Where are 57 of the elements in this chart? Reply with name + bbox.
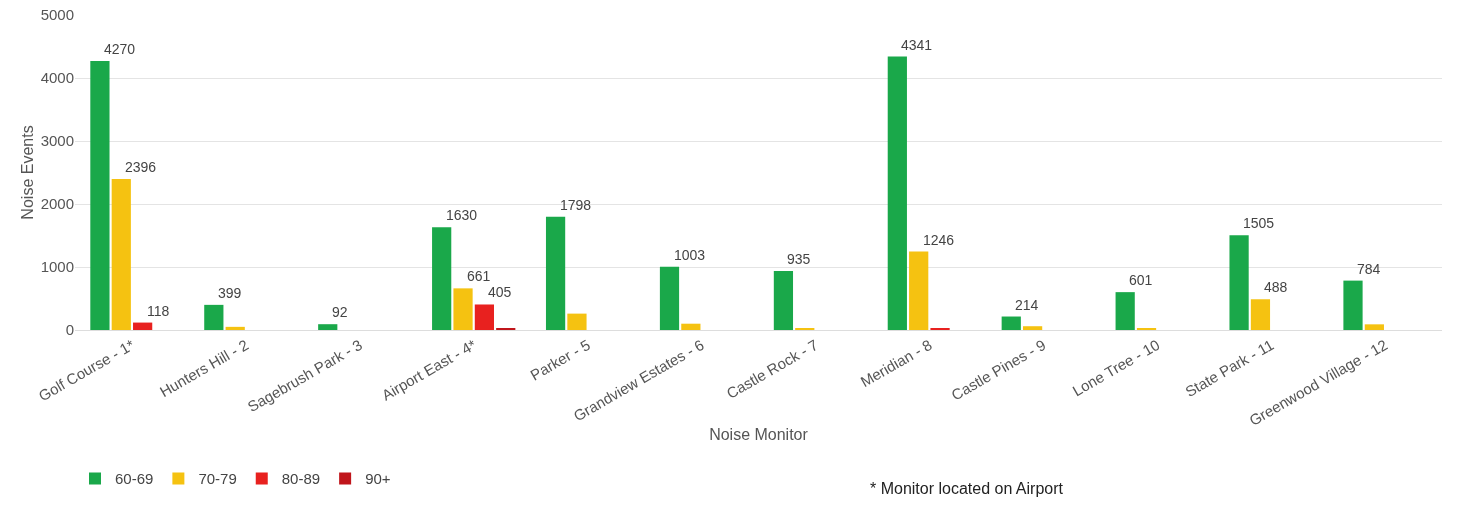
data-label: 1003: [674, 247, 706, 263]
data-label: 488: [1264, 279, 1288, 295]
y-axis-title: Noise Events: [19, 125, 36, 220]
bar: [90, 60, 110, 330]
data-label: 601: [1129, 272, 1153, 288]
x-axis-title: Noise Monitor: [709, 425, 809, 443]
y-tick-label: 2000: [40, 195, 74, 213]
bar: [432, 227, 452, 330]
data-label: 405: [488, 284, 512, 300]
data-label: 935: [787, 251, 811, 267]
data-label: 661: [467, 268, 491, 284]
data-label: 4270: [104, 41, 136, 57]
bar: [773, 271, 794, 330]
bar: [111, 179, 131, 330]
bar: [133, 322, 153, 330]
legend-label: 60-69: [115, 470, 154, 488]
bar: [659, 266, 680, 330]
y-tick-label: 4000: [40, 69, 74, 87]
bar: [545, 216, 566, 330]
bar: [204, 304, 224, 330]
text: * Monitor located on Airport: [870, 480, 1064, 497]
legend-label: 80-89: [281, 470, 321, 488]
bar: [1250, 299, 1271, 330]
bar: [453, 288, 473, 330]
bar: [1364, 324, 1384, 330]
data-label: 214: [1015, 297, 1039, 313]
bar: [681, 323, 701, 330]
bar: [887, 56, 907, 330]
data-label: 1798: [560, 197, 592, 213]
y-tick-label: 5000: [40, 6, 74, 24]
bar: [474, 304, 494, 330]
data-label: 92: [332, 304, 348, 320]
bar: [225, 326, 245, 330]
data-label: 1246: [923, 232, 955, 248]
data-label: 1505: [1243, 215, 1275, 231]
data-label: 118: [147, 303, 170, 319]
y-tick-label: 0: [65, 321, 74, 339]
bar: [1115, 292, 1135, 330]
bar: [1001, 316, 1021, 330]
data-label: 399: [218, 285, 242, 301]
x-tick-label: Lone Tree - 10: [1069, 335, 1163, 400]
y-tick-label: 1000: [40, 258, 74, 276]
bar: [1343, 280, 1363, 330]
bar: [1023, 326, 1043, 330]
bar: [567, 313, 587, 330]
data-label: 4341: [901, 37, 933, 53]
y-tick-label: 3000: [40, 132, 74, 150]
legend-label: 70-79: [198, 470, 237, 488]
x-tick-label: State Park - 11: [1182, 335, 1277, 401]
legend-label: 90+: [365, 470, 391, 488]
bar: [318, 324, 338, 330]
bar: [1229, 235, 1249, 330]
bar: [909, 251, 929, 330]
x-tick-label: Castle Pines - 9: [948, 335, 1049, 404]
data-label: 784: [1357, 261, 1381, 277]
data-label: 1630: [446, 207, 478, 223]
data-label: 2396: [125, 159, 157, 175]
